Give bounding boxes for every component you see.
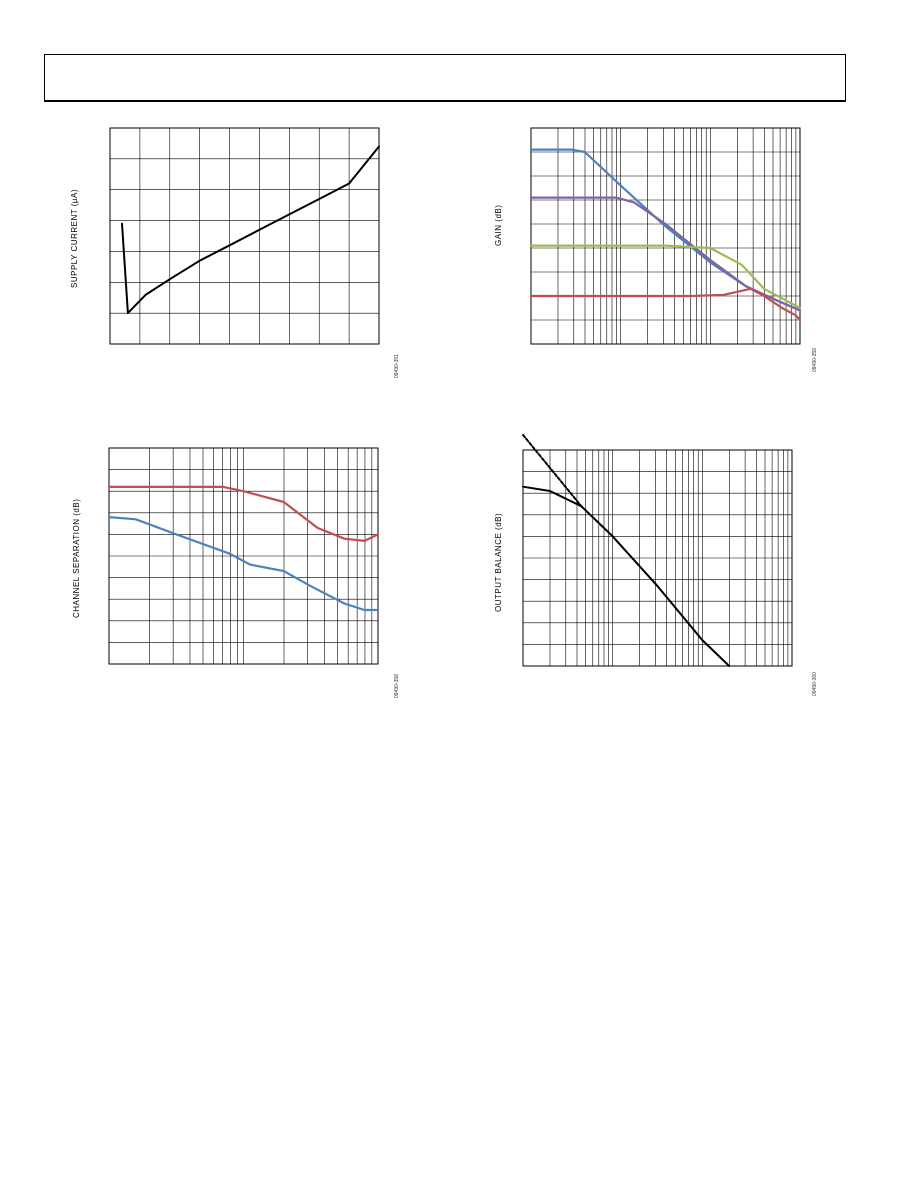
ylabel-channel-separation: CHANNEL SEPARATION (dB) <box>72 498 81 618</box>
series-line-2 <box>529 244 802 310</box>
ylabel-supply-current: SUPPLY CURRENT (µA) <box>70 188 79 288</box>
series-line-0 <box>522 485 731 667</box>
grid <box>530 128 800 344</box>
series-line-1 <box>529 196 802 312</box>
series-line-0 <box>121 145 380 315</box>
series-line-1 <box>522 433 583 508</box>
plot-channel-separation <box>107 447 380 665</box>
figure-id-supply-current: 09490-351 <box>394 354 400 378</box>
plot-frame <box>530 127 801 345</box>
plot-frame <box>522 449 793 667</box>
page-header <box>44 54 846 102</box>
series-line-1 <box>107 515 380 612</box>
plot-gain <box>529 127 802 345</box>
ylabel-output-balance: OUTPUT BALANCE (dB) <box>494 512 503 612</box>
series-line-3 <box>529 287 802 322</box>
grid <box>108 448 378 664</box>
grid <box>522 450 792 666</box>
plot-frame <box>108 447 379 665</box>
series-line-0 <box>529 148 802 312</box>
plot-frame <box>109 127 380 345</box>
figure-id-output-balance: 09490-360 <box>812 672 818 696</box>
plot-output-balance <box>522 433 793 667</box>
series-line-0 <box>107 485 380 543</box>
ylabel-gain: GAIN (dB) <box>494 204 503 246</box>
grid <box>110 128 379 344</box>
plot-supply-current <box>109 127 380 345</box>
figure-id-gain: 09490-359 <box>812 348 818 372</box>
figure-id-channel-separation: 09490-358 <box>394 674 400 698</box>
